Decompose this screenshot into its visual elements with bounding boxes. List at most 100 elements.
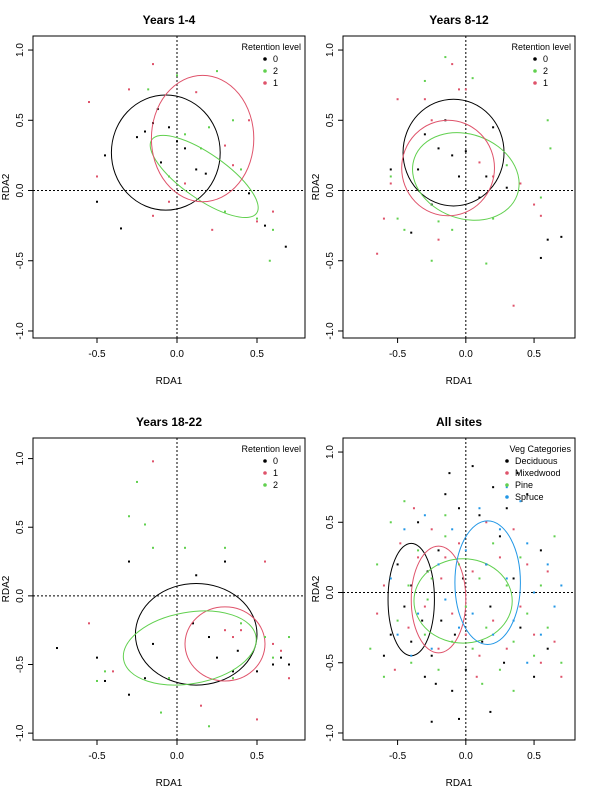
data-point bbox=[417, 549, 420, 552]
y-axis-label: RDA2 bbox=[311, 173, 322, 200]
legend: Retention level 0 2 1 bbox=[241, 42, 301, 88]
data-point bbox=[56, 647, 58, 650]
legend-label: 1 bbox=[273, 78, 278, 88]
data-point bbox=[519, 500, 522, 503]
data-point bbox=[505, 186, 508, 189]
data-point bbox=[437, 147, 440, 150]
data-point bbox=[403, 228, 406, 231]
data-point bbox=[516, 472, 519, 475]
data-point bbox=[104, 670, 106, 673]
data-point bbox=[485, 262, 488, 265]
data-point bbox=[539, 661, 542, 664]
data-point bbox=[533, 633, 536, 636]
data-point bbox=[382, 217, 385, 220]
data-point bbox=[423, 79, 426, 82]
data-point bbox=[184, 147, 186, 150]
data-point bbox=[464, 605, 467, 608]
confidence-ellipse bbox=[401, 119, 495, 217]
data-point bbox=[144, 130, 146, 133]
data-point bbox=[519, 556, 522, 559]
data-point bbox=[240, 622, 242, 625]
data-point bbox=[152, 214, 154, 217]
chart-title: Years 8-12 bbox=[429, 13, 489, 27]
legend-label: 0 bbox=[273, 54, 278, 64]
confidence-ellipse bbox=[150, 74, 255, 203]
data-point bbox=[240, 168, 242, 171]
data-point bbox=[288, 663, 290, 666]
y-tick-label: -1.0 bbox=[325, 724, 336, 742]
data-point bbox=[417, 168, 420, 171]
data-point bbox=[208, 126, 210, 129]
data-point bbox=[478, 577, 481, 580]
chart-panel-4: All sites RDA1 RDA2 -0.5 0.0 0.5 -1.0 -0.5 0.0 0.… bbox=[311, 415, 576, 789]
y-axis-label: RDA2 bbox=[1, 173, 12, 200]
data-point bbox=[232, 636, 234, 639]
legend-swatch bbox=[263, 483, 267, 487]
data-point bbox=[195, 574, 198, 577]
data-point bbox=[448, 472, 451, 475]
data-point bbox=[481, 640, 484, 643]
data-point bbox=[451, 689, 454, 692]
data-point bbox=[546, 238, 549, 241]
data-point bbox=[168, 677, 170, 680]
data-point bbox=[224, 210, 226, 213]
x-tick-label: -0.5 bbox=[88, 751, 106, 762]
data-point bbox=[437, 220, 440, 223]
data-point bbox=[88, 622, 90, 625]
data-point bbox=[204, 172, 207, 175]
data-point bbox=[236, 649, 239, 652]
x-tick-label: 0.5 bbox=[527, 349, 541, 360]
data-point bbox=[232, 164, 234, 167]
data-point bbox=[168, 200, 170, 203]
data-point bbox=[136, 480, 138, 483]
data-point bbox=[505, 647, 508, 650]
legend-label: 0 bbox=[543, 54, 548, 64]
data-point bbox=[160, 711, 162, 714]
data-point bbox=[407, 584, 410, 587]
series-mixedwood bbox=[376, 507, 563, 678]
data-point bbox=[168, 126, 170, 129]
data-point bbox=[444, 514, 447, 517]
y-tick-label: -0.5 bbox=[15, 655, 26, 673]
legend-title: Retention level bbox=[241, 444, 301, 454]
data-point bbox=[553, 640, 556, 643]
data-point bbox=[498, 556, 501, 559]
data-point bbox=[389, 577, 392, 580]
data-point bbox=[152, 546, 154, 549]
data-point bbox=[232, 677, 234, 680]
data-point bbox=[176, 140, 178, 143]
data-point bbox=[382, 675, 385, 678]
data-point bbox=[478, 654, 481, 657]
data-point bbox=[526, 493, 529, 496]
data-point bbox=[232, 119, 234, 122]
data-point bbox=[152, 63, 154, 66]
y-tick-label: 1.0 bbox=[15, 43, 26, 57]
data-point bbox=[417, 612, 420, 615]
data-point bbox=[430, 654, 433, 657]
data-point bbox=[492, 619, 495, 622]
data-point bbox=[272, 663, 274, 666]
chart-title: All sites bbox=[436, 415, 482, 429]
data-point bbox=[492, 542, 495, 545]
legend-label: Deciduous bbox=[515, 456, 558, 466]
data-point bbox=[489, 605, 492, 608]
data-point bbox=[176, 74, 178, 77]
data-point bbox=[526, 612, 529, 615]
data-point bbox=[462, 577, 465, 580]
legend-swatch bbox=[533, 69, 537, 73]
data-point bbox=[546, 563, 549, 566]
legend-label: Mixedwood bbox=[515, 468, 561, 478]
data-point bbox=[96, 679, 98, 682]
data-point bbox=[240, 629, 242, 632]
data-point bbox=[410, 654, 413, 657]
data-point bbox=[478, 514, 481, 517]
data-point bbox=[560, 584, 563, 587]
data-point bbox=[458, 626, 460, 629]
legend-title: Veg Categories bbox=[509, 444, 571, 454]
data-point bbox=[549, 147, 552, 150]
data-point bbox=[184, 133, 186, 136]
y-tick-label: -1.0 bbox=[15, 322, 26, 340]
legend-swatch bbox=[505, 483, 509, 487]
series-1 bbox=[88, 63, 274, 231]
